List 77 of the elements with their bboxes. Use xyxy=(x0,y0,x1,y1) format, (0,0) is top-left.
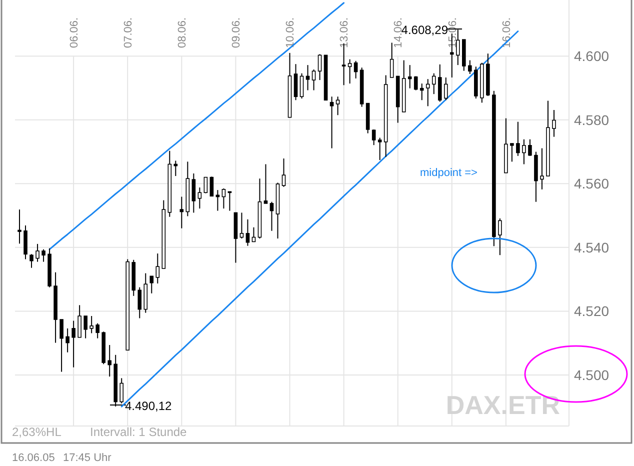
candlestick xyxy=(228,191,232,212)
candlestick xyxy=(96,322,100,339)
annotation: midpoint => xyxy=(420,167,478,179)
candlestick xyxy=(84,315,88,339)
y-tick-label: 4.500 xyxy=(574,366,610,383)
candlestick xyxy=(90,315,94,334)
x-tick-label: 06.06. xyxy=(68,17,80,48)
candlestick xyxy=(390,42,394,78)
candlestick xyxy=(312,69,316,91)
candlestick xyxy=(426,78,430,107)
candlestick xyxy=(330,96,334,149)
candlestick xyxy=(354,60,358,79)
candlestick xyxy=(372,128,376,146)
candlestick xyxy=(468,60,472,74)
candlestick xyxy=(528,138,532,156)
candlestick xyxy=(138,286,142,319)
candlestick xyxy=(444,76,448,101)
candlestick xyxy=(204,176,208,194)
x-tick-label: 08.06. xyxy=(176,17,188,48)
candlestick xyxy=(66,328,70,353)
annotation: 4.608,29 xyxy=(401,23,448,37)
candlestick xyxy=(198,186,202,210)
candlestick xyxy=(420,83,424,101)
candlestick xyxy=(306,64,310,91)
candlestick xyxy=(294,64,298,101)
x-tick-label: 09.06. xyxy=(230,17,243,48)
candlestick xyxy=(108,344,112,378)
candlestick xyxy=(336,96,340,116)
candlestick xyxy=(282,158,286,188)
candlestick xyxy=(36,243,40,262)
candlestick xyxy=(216,190,220,212)
candlestick xyxy=(270,201,274,232)
candlestick xyxy=(414,76,418,91)
annotation: 2,63%HL xyxy=(12,425,62,439)
candlestick xyxy=(522,138,526,165)
y-tick-label: 4.540 xyxy=(574,239,610,256)
y-tick-label: 4.600 xyxy=(574,48,610,64)
candlestick xyxy=(516,121,520,156)
candlestick xyxy=(210,176,214,197)
candlestick xyxy=(150,276,154,294)
text: 16.06.05 xyxy=(12,452,55,464)
candlestick xyxy=(60,319,64,372)
y-tick-label: 4.520 xyxy=(574,303,610,320)
y-tick-label: 4.580 xyxy=(574,112,610,128)
annotation: 4.490,12 xyxy=(125,399,172,413)
candlestick xyxy=(42,248,46,262)
candlestick xyxy=(408,64,412,89)
candlestick xyxy=(438,64,442,102)
x-tick-label: 07.06. xyxy=(122,17,134,48)
candlestick xyxy=(222,188,226,210)
candlestick xyxy=(378,137,382,161)
y-tick-label: 4.560 xyxy=(574,176,610,192)
candlestick xyxy=(78,304,82,338)
candlestick xyxy=(510,142,514,162)
candlestick xyxy=(174,160,178,177)
x-tick-label: 10.06. xyxy=(284,17,297,48)
candlestick xyxy=(30,254,34,268)
candlestick xyxy=(348,58,352,84)
candlestick xyxy=(72,320,76,368)
candlestick xyxy=(264,164,268,204)
candlestick xyxy=(24,224,28,260)
x-tick-label: 13.06. xyxy=(338,17,351,48)
text: 17:45 Uhr xyxy=(63,452,112,464)
candlestick xyxy=(318,54,322,81)
candlestick xyxy=(180,196,184,229)
candlestick xyxy=(300,72,304,100)
candlestick xyxy=(240,212,244,240)
candlestick xyxy=(18,208,22,244)
annotation: Intervall: 1 Stunde xyxy=(90,425,188,439)
candlestick xyxy=(498,218,502,256)
candlestick xyxy=(156,252,160,284)
candlestick xyxy=(192,172,196,214)
candlestick xyxy=(552,110,556,138)
candlestick xyxy=(252,226,256,242)
candlestick xyxy=(540,148,544,190)
candlestick xyxy=(432,72,436,95)
candlestick xyxy=(246,218,250,246)
